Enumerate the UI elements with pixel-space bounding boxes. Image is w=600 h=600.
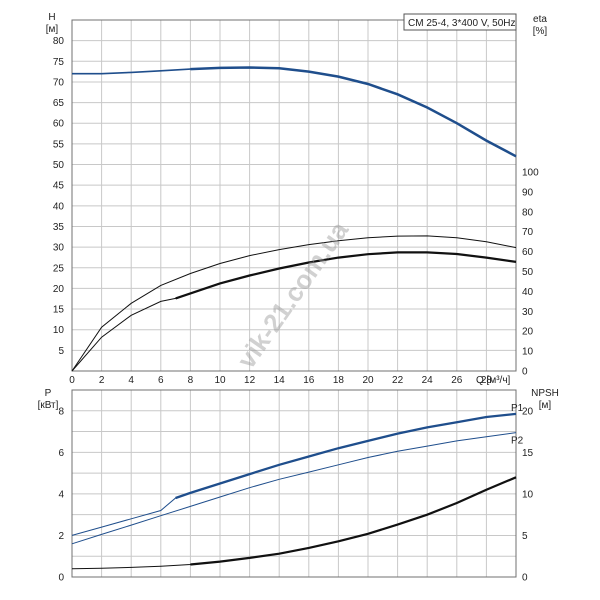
npsh-tick-label: 5 (522, 531, 528, 542)
chart-title: CM 25-4, 3*400 V, 50Hz (408, 18, 515, 29)
npsh-tick-label: 20 (522, 406, 534, 417)
y2-tick-label: 60 (522, 247, 534, 258)
y2-axis-title: eta (533, 14, 547, 25)
y-tick-label: 5 (58, 346, 64, 357)
p2-label: P2 (511, 436, 524, 447)
x-tick-label: 0 (69, 375, 75, 386)
x-tick-label: 24 (422, 375, 434, 386)
x-tick-label: 20 (362, 375, 374, 386)
y2-tick-label: 30 (522, 307, 534, 318)
eta-curve-thin (71, 235, 517, 372)
y-tick-label: 40 (53, 201, 65, 212)
y-tick-label: 50 (53, 160, 65, 171)
x-tick-label: 2 (99, 375, 105, 386)
eta-curve-operating (175, 251, 517, 300)
y2-tick-label: 40 (522, 287, 534, 298)
x-tick-label: 12 (244, 375, 256, 386)
y-axis-unit: [м] (46, 24, 59, 35)
x-tick-label: 8 (188, 375, 194, 386)
y-axis-title: H (48, 12, 55, 23)
y-tick-label: 45 (53, 181, 65, 192)
y-tick-label: 35 (53, 222, 65, 233)
x-tick-label: 18 (333, 375, 345, 386)
y-tick-label: 70 (53, 77, 65, 88)
x-axis-label: Q [м³/ч] (476, 375, 511, 386)
npsh-curve-operating (190, 476, 517, 566)
npsh-tick-label: 15 (522, 448, 534, 459)
p-axis-title: P (45, 388, 52, 399)
p2-curve (71, 432, 517, 545)
y2-tick-label: 80 (522, 207, 534, 218)
x-tick-label: 22 (392, 375, 404, 386)
y2-tick-label: 0 (522, 367, 528, 378)
x-tick-label: 26 (451, 375, 463, 386)
p-axis-unit: [кВт] (38, 400, 59, 411)
npsh-axis-unit: [м] (539, 400, 552, 411)
x-tick-label: 14 (274, 375, 286, 386)
p-tick-label: 4 (58, 489, 64, 500)
npsh-tick-label: 10 (522, 489, 534, 500)
y2-tick-label: 90 (522, 187, 534, 198)
y2-tick-label: 20 (522, 327, 534, 338)
upper-chart (71, 13, 517, 372)
x-tick-label: 4 (128, 375, 134, 386)
p-tick-label: 8 (58, 406, 64, 417)
p1-curve (71, 413, 517, 536)
y-tick-label: 80 (53, 36, 65, 47)
y2-tick-label: 70 (522, 227, 534, 238)
p1-label: P1 (511, 403, 524, 414)
y2-tick-label: 100 (522, 168, 539, 179)
y-tick-label: 60 (53, 119, 65, 130)
y-tick-label: 30 (53, 243, 65, 254)
x-tick-label: 28 (481, 375, 493, 386)
upper-frame (71, 19, 517, 372)
y-tick-label: 55 (53, 139, 65, 150)
x-tick-label: 6 (158, 375, 164, 386)
x-tick-label: 10 (214, 375, 226, 386)
title-box (403, 13, 517, 31)
y-tick-label: 15 (53, 305, 65, 316)
y-tick-label: 20 (53, 284, 65, 295)
lower-frame (71, 389, 517, 578)
npsh-tick-label: 0 (522, 573, 528, 584)
p1-curve-operating (175, 412, 517, 500)
p-tick-label: 2 (58, 531, 64, 542)
y-tick-label: 75 (53, 57, 65, 68)
p-tick-label: 0 (58, 573, 64, 584)
y2-axis-unit: [%] (533, 26, 548, 37)
y2-tick-label: 10 (522, 347, 534, 358)
head-curve (72, 66, 517, 158)
y-tick-label: 10 (53, 325, 65, 336)
p-tick-label: 6 (58, 448, 64, 459)
y-tick-label: 65 (53, 98, 65, 109)
y-tick-label: 25 (53, 263, 65, 274)
head-curve-operating (190, 66, 517, 158)
npsh-axis-title: NPSH (531, 388, 559, 399)
y2-tick-label: 50 (522, 267, 534, 278)
x-tick-label: 16 (303, 375, 315, 386)
lower-chart (71, 389, 517, 578)
